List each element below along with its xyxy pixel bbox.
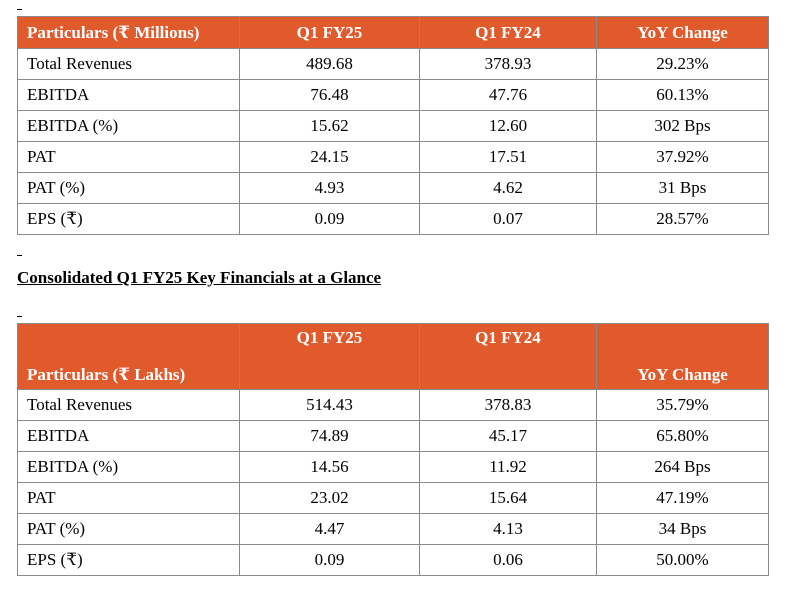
header-q1-fy25: Q1 FY25 [239, 323, 420, 390]
table-row: EPS (₹) 0.09 0.06 50.00% [17, 544, 769, 576]
cell-yoy-change: 264 Bps [596, 451, 769, 483]
dash-marker [17, 9, 22, 10]
cell-yoy-change: 302 Bps [596, 110, 769, 142]
cell-yoy-change: 28.57% [596, 203, 769, 235]
cell-q1-fy24: 4.62 [419, 172, 597, 204]
row-label: EBITDA (%) [17, 451, 240, 483]
table-header-row: Particulars (₹ Millions) Q1 FY25 Q1 FY24… [17, 16, 769, 49]
table-row: Total Revenues 514.43 378.83 35.79% [17, 389, 769, 421]
cell-q1-fy24: 47.76 [419, 79, 597, 111]
cell-q1-fy25: 76.48 [239, 79, 420, 111]
row-label: PAT (%) [17, 513, 240, 545]
cell-q1-fy24: 0.07 [419, 203, 597, 235]
table-row: PAT (%) 4.47 4.13 34 Bps [17, 513, 769, 545]
cell-q1-fy24: 17.51 [419, 141, 597, 173]
table-row: PAT (%) 4.93 4.62 31 Bps [17, 172, 769, 204]
section-title: Consolidated Q1 FY25 Key Financials at a… [17, 268, 382, 287]
cell-q1-fy25: 514.43 [239, 389, 420, 421]
cell-yoy-change: 37.92% [596, 141, 769, 173]
cell-q1-fy24: 4.13 [419, 513, 597, 545]
cell-q1-fy24: 45.17 [419, 420, 597, 452]
table-row: Total Revenues 489.68 378.93 29.23% [17, 48, 769, 80]
row-label: EBITDA [17, 420, 240, 452]
row-label: EPS (₹) [17, 544, 240, 576]
cell-q1-fy25: 74.89 [239, 420, 420, 452]
row-label: EBITDA [17, 79, 240, 111]
cell-q1-fy25: 4.47 [239, 513, 420, 545]
table-row: PAT 23.02 15.64 47.19% [17, 482, 769, 514]
cell-yoy-change: 65.80% [596, 420, 769, 452]
cell-q1-fy24: 11.92 [419, 451, 597, 483]
cell-yoy-change: 47.19% [596, 482, 769, 514]
cell-q1-fy25: 23.02 [239, 482, 420, 514]
cell-yoy-change: 50.00% [596, 544, 769, 576]
cell-q1-fy25: 24.15 [239, 141, 420, 173]
header-particulars: Particulars (₹ Lakhs) [17, 323, 240, 390]
table-row: EBITDA 76.48 47.76 60.13% [17, 79, 769, 111]
table-row: PAT 24.15 17.51 37.92% [17, 141, 769, 173]
cell-yoy-change: 34 Bps [596, 513, 769, 545]
table-row: EBITDA 74.89 45.17 65.80% [17, 420, 769, 452]
table-row: EBITDA (%) 15.62 12.60 302 Bps [17, 110, 769, 142]
row-label: PAT (%) [17, 172, 240, 204]
cell-yoy-change: 29.23% [596, 48, 769, 80]
cell-q1-fy25: 15.62 [239, 110, 420, 142]
row-label: Total Revenues [17, 48, 240, 80]
cell-q1-fy25: 489.68 [239, 48, 420, 80]
cell-q1-fy25: 14.56 [239, 451, 420, 483]
cell-q1-fy24: 378.83 [419, 389, 597, 421]
cell-q1-fy25: 4.93 [239, 172, 420, 204]
row-label: EBITDA (%) [17, 110, 240, 142]
header-particulars: Particulars (₹ Millions) [17, 16, 240, 49]
standalone-financials-table: Particulars (₹ Millions) Q1 FY25 Q1 FY24… [17, 16, 769, 235]
header-q1-fy24: Q1 FY24 [419, 323, 597, 390]
cell-yoy-change: 60.13% [596, 79, 769, 111]
row-label: EPS (₹) [17, 203, 240, 235]
table-row: EBITDA (%) 14.56 11.92 264 Bps [17, 451, 769, 483]
cell-yoy-change: 31 Bps [596, 172, 769, 204]
cell-q1-fy24: 15.64 [419, 482, 597, 514]
header-yoy-change: YoY Change [596, 16, 769, 49]
cell-q1-fy24: 0.06 [419, 544, 597, 576]
header-q1-fy25: Q1 FY25 [239, 16, 420, 49]
header-yoy-change: YoY Change [596, 323, 769, 390]
row-label: PAT [17, 141, 240, 173]
dash-marker [17, 316, 22, 317]
cell-q1-fy25: 0.09 [239, 203, 420, 235]
dash-marker [17, 255, 22, 256]
table-header-row: Particulars (₹ Lakhs) Q1 FY25 Q1 FY24 Yo… [17, 323, 769, 390]
row-label: PAT [17, 482, 240, 514]
header-q1-fy24: Q1 FY24 [419, 16, 597, 49]
consolidated-financials-table: Particulars (₹ Lakhs) Q1 FY25 Q1 FY24 Yo… [17, 323, 769, 576]
cell-q1-fy24: 12.60 [419, 110, 597, 142]
cell-q1-fy24: 378.93 [419, 48, 597, 80]
table-row: EPS (₹) 0.09 0.07 28.57% [17, 203, 769, 235]
row-label: Total Revenues [17, 389, 240, 421]
cell-yoy-change: 35.79% [596, 389, 769, 421]
cell-q1-fy25: 0.09 [239, 544, 420, 576]
